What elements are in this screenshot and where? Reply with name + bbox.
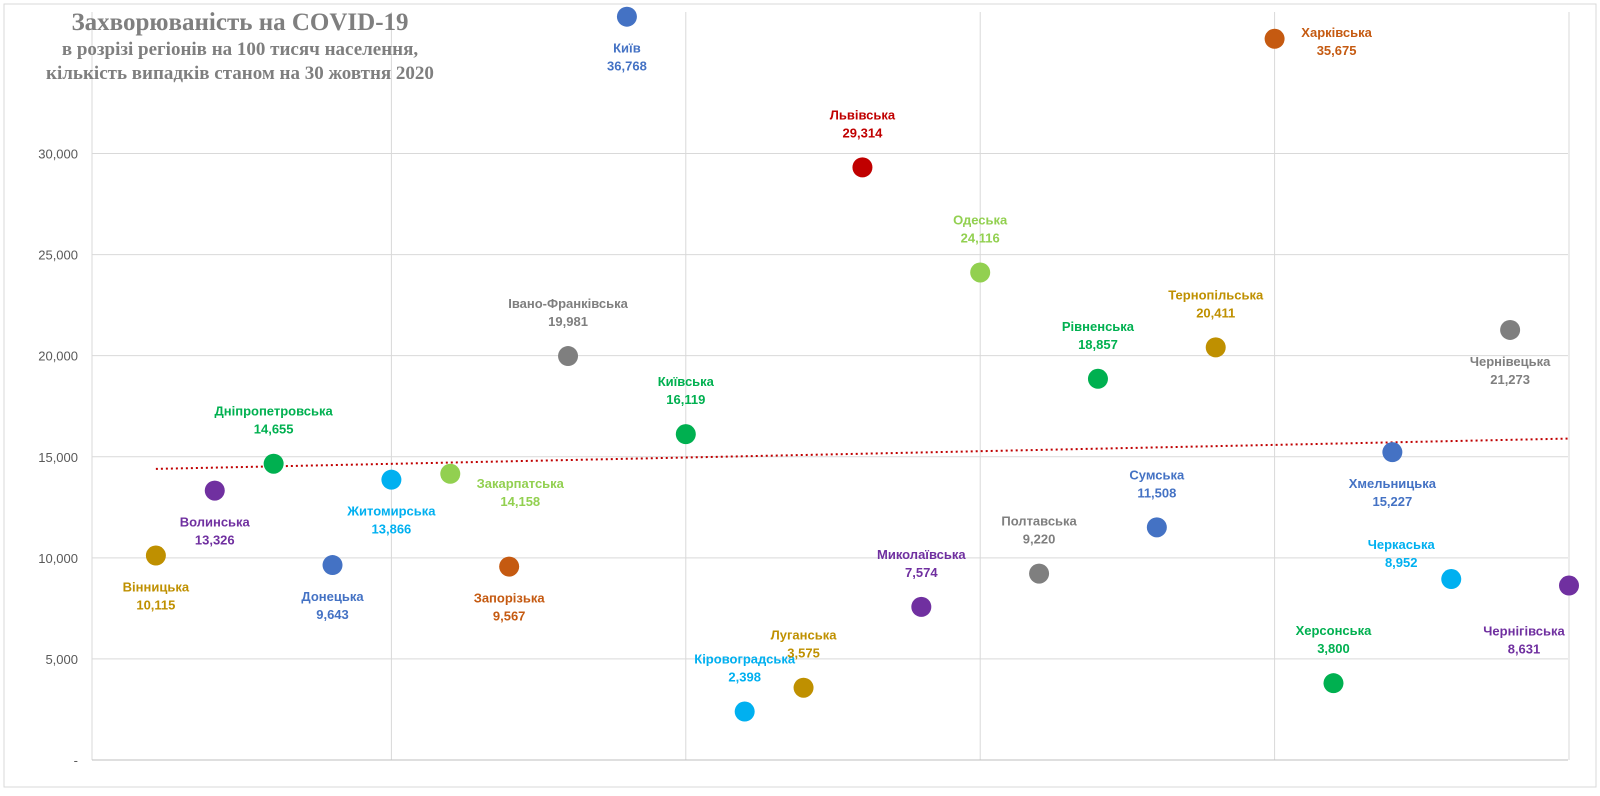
y-axis-ticks: - 5,000 10,000 15,000 20,000 25,000 30,000 [38,147,78,768]
data-point [1029,563,1050,584]
chart-title-block: Захворюваність на COVID-19 в розрізі рег… [10,8,470,86]
data-point [1441,569,1462,590]
point-name-label: Луганська [771,628,838,643]
data-point [558,346,579,367]
data-point [1382,442,1403,463]
trendline [155,437,1570,470]
data-point [499,556,520,577]
point-value-label: 9,220 [1023,532,1056,547]
point-value-label: 35,675 [1317,43,1357,58]
point-value-label: 8,952 [1385,555,1418,570]
point-name-label: Тернопільська [1168,287,1264,302]
data-point [204,480,225,501]
point-value-label: 8,631 [1508,642,1541,657]
data-point [1323,673,1344,694]
point-value-label: 13,866 [372,522,412,537]
data-point [675,424,696,445]
point-value-label: 15,227 [1372,494,1412,509]
data-point [970,262,991,283]
data-point [1264,28,1285,49]
point-name-label: Рівненська [1062,319,1135,334]
data-point [1087,368,1108,389]
point-value-label: 13,326 [195,533,235,548]
y-tick-label: 30,000 [38,147,78,162]
point-name-label: Миколаївська [877,547,966,562]
data-point [440,463,461,484]
y-tick-label: 5,000 [45,652,78,667]
point-value-label: 9,567 [493,609,526,624]
point-name-label: Одеська [953,212,1008,227]
point-name-label: Волинська [180,515,251,530]
point-name-label: Запорізька [474,591,546,606]
data-point [734,701,755,722]
point-value-label: 14,655 [254,422,294,437]
point-name-label: Сумська [1129,467,1185,482]
point-name-label: Київ [613,41,641,56]
point-value-label: 10,115 [136,598,175,613]
data-points [145,6,1579,722]
data-point [852,157,873,178]
chart-subtitle-line-1: в розрізі регіонів на 100 тисяч населенн… [61,39,419,60]
point-value-label: 14,158 [500,494,540,509]
point-value-label: 19,981 [548,314,588,329]
point-value-label: 3,575 [787,646,820,661]
point-name-label: Вінницька [123,580,190,595]
point-name-label: Херсонська [1296,623,1373,638]
data-point [1559,575,1579,596]
chart-subtitle-line-2: кількість випадків станом на 30 жовтня 2… [46,63,434,84]
point-name-label: Київська [658,374,715,389]
point-value-label: 2,398 [728,670,761,685]
point-name-label: Дніпропетровська [215,404,334,419]
point-value-label: 16,119 [666,392,705,407]
chart-title: Захворюваність на COVID-19 [71,9,409,36]
point-name-label: Черкаська [1368,537,1436,552]
point-value-label: 36,768 [607,59,647,74]
point-name-label: Чернівецька [1470,354,1551,369]
data-labels: Вінницька 10,115 Волинська 13,326 Дніпропетр… [123,25,1566,685]
trendline-layer [155,437,1570,470]
y-tick-label: 20,000 [38,349,78,364]
data-point [616,6,637,27]
data-point [1146,517,1167,538]
point-name-label: Донецька [301,589,364,604]
point-value-label: 24,116 [961,230,1000,245]
data-point [145,545,166,566]
data-point [911,596,932,617]
point-value-label: 20,411 [1196,305,1235,320]
point-name-label: Львівська [830,107,896,122]
point-value-label: 29,314 [843,125,884,140]
chart-border [3,3,1597,788]
data-point [1205,337,1226,358]
data-point [793,677,814,698]
data-point [1500,319,1521,340]
y-tick-label: - [74,753,78,768]
data-point [381,469,402,490]
point-name-label: Закарпатська [477,476,565,491]
point-name-label: Житомирська [346,504,436,519]
y-tick-label: 25,000 [38,248,78,263]
point-value-label: 21,273 [1490,372,1530,387]
point-value-label: 11,508 [1137,485,1176,500]
point-name-label: Чернігівська [1483,624,1565,639]
point-name-label: Івано-Франківська [508,296,628,311]
point-name-label: Кіровоградська [694,652,796,667]
point-name-label: Полтавська [1001,514,1077,529]
data-point [322,555,343,576]
y-tick-label: 10,000 [38,551,78,566]
point-value-label: 7,574 [905,565,938,580]
point-name-label: Харківська [1301,25,1372,40]
point-value-label: 3,800 [1317,641,1350,656]
point-value-label: 9,643 [316,607,349,622]
y-tick-label: 15,000 [38,450,78,465]
data-point [263,453,284,474]
point-name-label: Хмельницька [1349,476,1437,491]
point-value-label: 18,857 [1078,337,1118,352]
